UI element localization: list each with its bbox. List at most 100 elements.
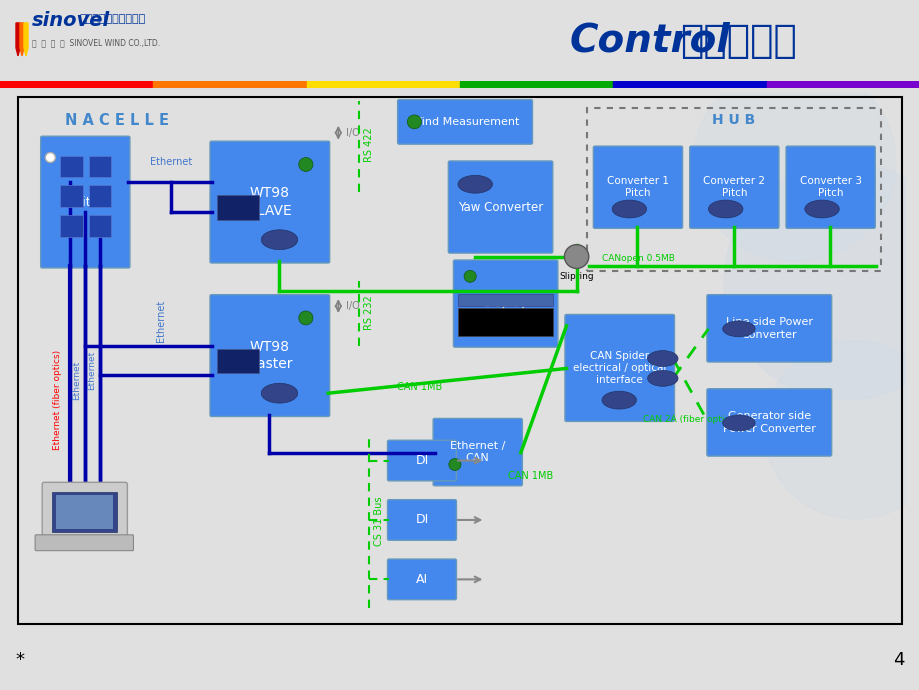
Text: CAN Spider
electrical / optical
interface: CAN Spider electrical / optical interfac…: [573, 351, 665, 385]
Text: N A C E L L E: N A C E L L E: [64, 113, 168, 128]
Circle shape: [448, 459, 460, 471]
Ellipse shape: [611, 200, 646, 218]
Circle shape: [723, 162, 919, 400]
Text: Slipring: Slipring: [559, 273, 594, 282]
Bar: [61, 185, 83, 207]
Text: Ethernet /
CAN: Ethernet / CAN: [449, 441, 505, 463]
FancyBboxPatch shape: [40, 136, 130, 268]
Bar: [89, 215, 111, 237]
FancyArrow shape: [16, 23, 20, 56]
Circle shape: [564, 245, 588, 268]
Bar: [613, 81, 766, 88]
Bar: [458, 308, 552, 336]
Bar: [61, 155, 83, 177]
Text: Control: Control: [570, 22, 730, 60]
Ellipse shape: [708, 200, 743, 218]
FancyBboxPatch shape: [387, 440, 456, 481]
Text: Yaw Converter: Yaw Converter: [458, 201, 542, 213]
Ellipse shape: [804, 200, 838, 218]
Circle shape: [299, 157, 312, 171]
Circle shape: [693, 63, 895, 262]
Bar: [216, 195, 259, 220]
FancyBboxPatch shape: [433, 418, 522, 486]
Text: CAN 2A (fiber optics): CAN 2A (fiber optics): [641, 415, 736, 424]
Text: Line side Power
Converter: Line side Power Converter: [725, 317, 811, 339]
Text: RS 232: RS 232: [363, 295, 373, 331]
Circle shape: [407, 115, 421, 129]
FancyBboxPatch shape: [210, 141, 329, 263]
Text: WT98
SLAVE: WT98 SLAVE: [248, 186, 291, 218]
FancyArrow shape: [20, 23, 24, 56]
Ellipse shape: [647, 371, 677, 386]
Text: I/O: I/O: [346, 128, 359, 138]
FancyBboxPatch shape: [689, 146, 778, 228]
FancyBboxPatch shape: [453, 260, 557, 347]
Ellipse shape: [458, 175, 492, 193]
Text: 华锐风电科技有限公司: 华锐风电科技有限公司: [80, 14, 146, 24]
Bar: [52, 492, 117, 532]
Bar: [586, 108, 879, 271]
Ellipse shape: [261, 230, 298, 250]
Text: Wind Measurement: Wind Measurement: [411, 117, 518, 127]
FancyBboxPatch shape: [785, 146, 874, 228]
Circle shape: [463, 270, 476, 282]
Text: Ethernet (fiber optics): Ethernet (fiber optics): [53, 350, 62, 450]
FancyBboxPatch shape: [593, 146, 682, 228]
Text: AI: AI: [415, 573, 427, 586]
Text: Ethernet: Ethernet: [155, 299, 165, 342]
FancyBboxPatch shape: [448, 161, 552, 253]
Text: Converter 3
Pitch: Converter 3 Pitch: [799, 176, 861, 199]
Bar: [153, 81, 306, 88]
Text: sinovel: sinovel: [32, 12, 110, 30]
Ellipse shape: [601, 391, 636, 409]
Text: RS 422: RS 422: [363, 127, 373, 162]
Ellipse shape: [721, 321, 754, 337]
Text: CAN 1MB: CAN 1MB: [396, 382, 442, 392]
FancyBboxPatch shape: [397, 99, 532, 144]
Ellipse shape: [647, 351, 677, 366]
Bar: [0, 81, 153, 88]
FancyBboxPatch shape: [564, 315, 674, 422]
Text: Display: Display: [483, 297, 527, 310]
Text: CAN 1MB: CAN 1MB: [508, 471, 553, 482]
Bar: [216, 348, 259, 373]
Text: Ethernet: Ethernet: [150, 157, 192, 168]
Text: Converter 1
Pitch: Converter 1 Pitch: [607, 176, 668, 199]
Circle shape: [764, 341, 919, 519]
Bar: [458, 294, 552, 306]
FancyBboxPatch shape: [35, 535, 133, 551]
FancyArrow shape: [24, 23, 28, 56]
Bar: [766, 81, 919, 88]
Text: 华  锐  风  电  SINOVEL WIND CO.,LTD.: 华 锐 风 电 SINOVEL WIND CO.,LTD.: [32, 39, 160, 48]
Text: I/O: I/O: [346, 301, 359, 311]
Text: DI: DI: [414, 454, 428, 467]
Circle shape: [299, 311, 312, 325]
Ellipse shape: [261, 384, 298, 403]
Text: Ethernet: Ethernet: [87, 351, 96, 390]
Bar: [306, 81, 460, 88]
Text: 4: 4: [892, 651, 904, 669]
FancyBboxPatch shape: [42, 482, 127, 541]
Text: Switch: Switch: [64, 195, 106, 208]
Text: －通讯回路: －通讯回路: [679, 22, 796, 60]
FancyBboxPatch shape: [387, 559, 456, 600]
Ellipse shape: [721, 415, 754, 431]
Bar: [89, 155, 111, 177]
Text: Generator side
Power Converter: Generator side Power Converter: [722, 411, 815, 433]
Text: Converter 2
Pitch: Converter 2 Pitch: [702, 176, 765, 199]
Text: WT98
Master: WT98 Master: [246, 340, 293, 371]
Bar: [89, 185, 111, 207]
Bar: [61, 215, 83, 237]
Bar: [460, 81, 613, 88]
FancyBboxPatch shape: [706, 295, 831, 362]
Text: H U B: H U B: [711, 113, 754, 127]
FancyBboxPatch shape: [387, 500, 456, 540]
Bar: [56, 495, 113, 529]
Text: Ethernet: Ethernet: [72, 361, 81, 400]
Text: DI: DI: [414, 513, 428, 526]
FancyBboxPatch shape: [210, 295, 329, 417]
Text: CS 31 Bus: CS 31 Bus: [373, 496, 383, 546]
Circle shape: [45, 152, 55, 162]
Text: *: *: [15, 651, 24, 669]
Text: CANopen 0.5MB: CANopen 0.5MB: [601, 255, 675, 264]
